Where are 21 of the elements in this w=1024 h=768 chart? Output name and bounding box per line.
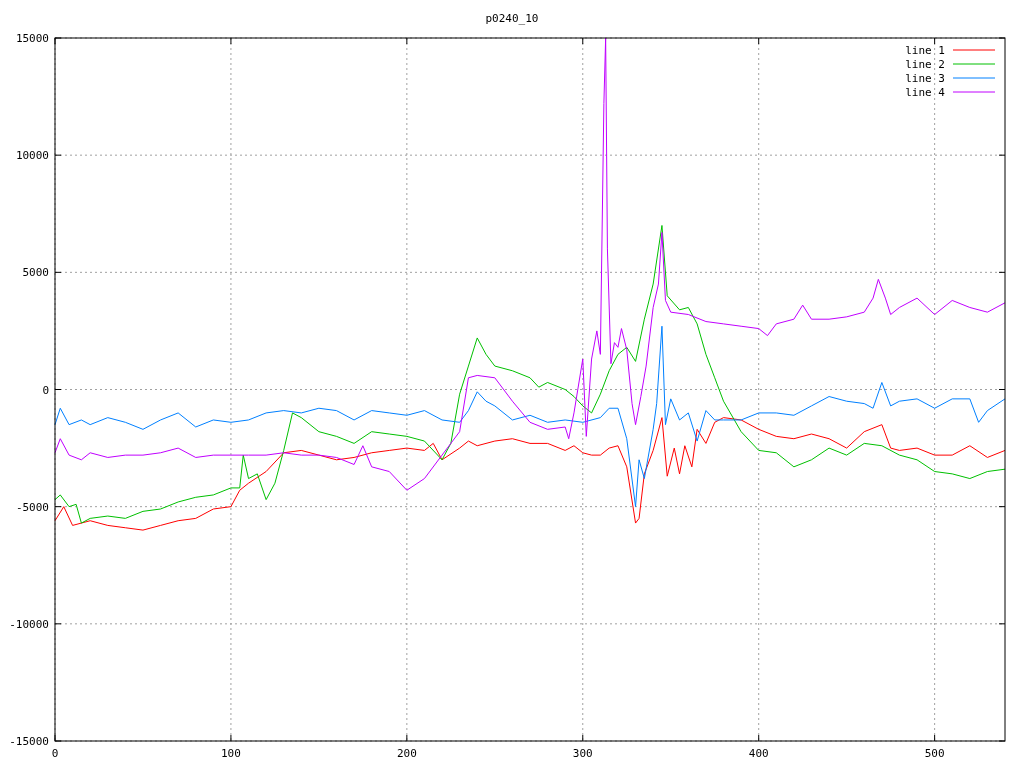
y-tick-label: 10000 [15, 149, 49, 163]
x-tick-label: 500 [924, 747, 945, 760]
legend-label: line 4 [905, 86, 946, 99]
line-series [54, 325, 1006, 508]
y-tick-label: 5000 [22, 266, 49, 280]
x-tick-label: 300 [572, 747, 593, 760]
line-series [54, 224, 1006, 524]
x-tick-label: 200 [396, 747, 417, 760]
y-tick-label: -15000 [9, 735, 49, 748]
y-tick-label: -10000 [9, 617, 49, 631]
y-tick-label: 0 [42, 383, 49, 397]
legend-label: line 3 [905, 72, 945, 85]
line-series [54, 417, 1006, 531]
y-tick-label: -5000 [15, 500, 49, 514]
x-tick-label: 100 [220, 747, 241, 760]
x-tick-label: 0 [51, 747, 59, 760]
x-tick-label: 400 [748, 747, 769, 760]
legend-label: line 1 [905, 44, 945, 57]
chart-title: p0240_10 [485, 12, 539, 25]
legend-label: line 2 [905, 58, 945, 71]
y-tick-label: 15000 [15, 32, 49, 45]
